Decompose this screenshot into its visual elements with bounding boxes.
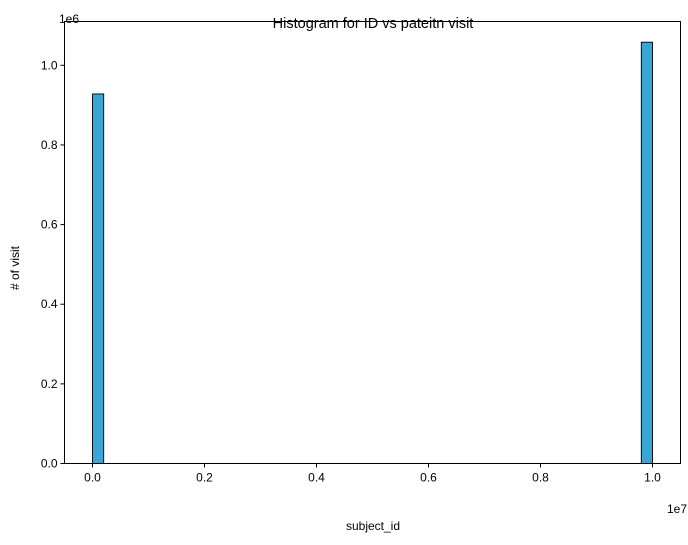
x-tick-label: 0.4	[308, 471, 325, 485]
x-tick-label: 0.8	[532, 471, 549, 485]
x-tick-label: 0.6	[420, 471, 437, 485]
x-tick-label: 0.2	[196, 471, 213, 485]
y-tick-label: 1.0	[41, 58, 58, 72]
y-tick-label: 0.6	[41, 218, 58, 232]
x-axis-label: subject_id	[346, 519, 400, 533]
axes-frame	[64, 21, 681, 464]
ticks-layer: 0.0 0.2 0.4 0.6 0.8 1.0 0.0 0.2 0.4 0.6 0.8 1.0	[41, 58, 661, 484]
bars-layer	[92, 41, 653, 464]
y-multiplier-label: 1e6	[59, 12, 79, 26]
histogram-bar-2	[640, 41, 653, 464]
y-tick-label: 0.4	[41, 297, 58, 311]
chart-title: Histogram for ID vs pateitn visit	[273, 16, 474, 32]
x-tick-label: 0.0	[84, 471, 101, 485]
x-multiplier-label: 1e7	[667, 502, 687, 516]
histogram-bar-1	[92, 93, 105, 464]
x-tick-label: 1.0	[644, 471, 661, 485]
y-tick-label: 0.2	[41, 377, 58, 391]
y-axis-label: # of visit	[8, 245, 22, 290]
y-tick-label: 0.8	[41, 138, 58, 152]
y-tick-label: 0.0	[41, 457, 58, 471]
